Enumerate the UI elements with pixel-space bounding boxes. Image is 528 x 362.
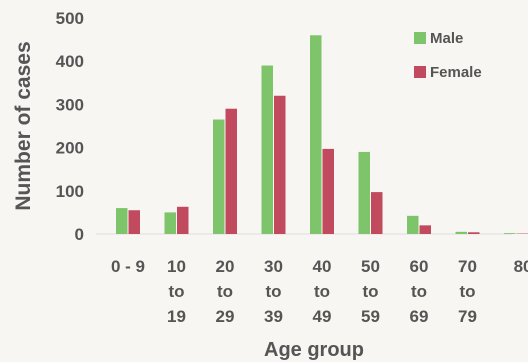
- bar-female: [371, 192, 383, 234]
- x-tick-label: 30 to 39: [264, 257, 283, 326]
- bar-female: [225, 108, 237, 234]
- x-tick-label: 0 - 9: [111, 257, 145, 276]
- bar-male: [407, 215, 419, 234]
- y-axis-ticks: 0 100 200 300 400 500: [56, 9, 84, 244]
- bar-male: [164, 212, 176, 234]
- bar-male: [358, 151, 370, 234]
- x-tick-label: 70 to 79: [458, 257, 477, 326]
- bar-male: [213, 119, 225, 234]
- y-tick-label: 0: [75, 225, 84, 244]
- bar-male: [310, 35, 322, 234]
- x-tick-label: 10 to 19: [167, 257, 186, 326]
- x-tick-label: 60 to 69: [410, 257, 429, 326]
- x-tick-label: 40 to 49: [313, 257, 332, 326]
- y-axis-label: Number of cases: [12, 41, 35, 210]
- bar-female: [468, 232, 480, 234]
- legend-label-male: Male: [430, 30, 463, 47]
- x-tick-label: 20 to 29: [216, 257, 235, 326]
- bar-male: [455, 231, 467, 234]
- legend-label-female: Female: [430, 64, 482, 81]
- bar-male: [504, 233, 516, 234]
- bar-female: [274, 95, 286, 234]
- y-tick-label: 500: [56, 9, 84, 28]
- bar-female: [128, 210, 140, 234]
- bar-female: [419, 225, 431, 234]
- bar-female: [177, 206, 189, 234]
- x-tick-label: 80+: [514, 257, 528, 276]
- x-axis-label: Age group: [264, 339, 364, 361]
- y-tick-label: 300: [56, 95, 84, 114]
- x-tick-label: 50 to 59: [361, 257, 380, 326]
- legend: Male Female: [414, 30, 482, 81]
- y-tick-label: 100: [56, 182, 84, 201]
- legend-swatch-male: [414, 32, 426, 44]
- y-tick-label: 400: [56, 52, 84, 71]
- bar-female: [322, 148, 334, 234]
- legend-swatch-female: [414, 66, 426, 78]
- bars: [116, 35, 528, 235]
- y-tick-label: 200: [56, 139, 84, 158]
- bar-male: [116, 208, 128, 234]
- x-axis-ticks: 0 - 9 10 to 19 20 to 29 30 to 39 40 to 49 50 to 59 60 to 6…: [111, 257, 528, 326]
- bar-male: [261, 65, 273, 235]
